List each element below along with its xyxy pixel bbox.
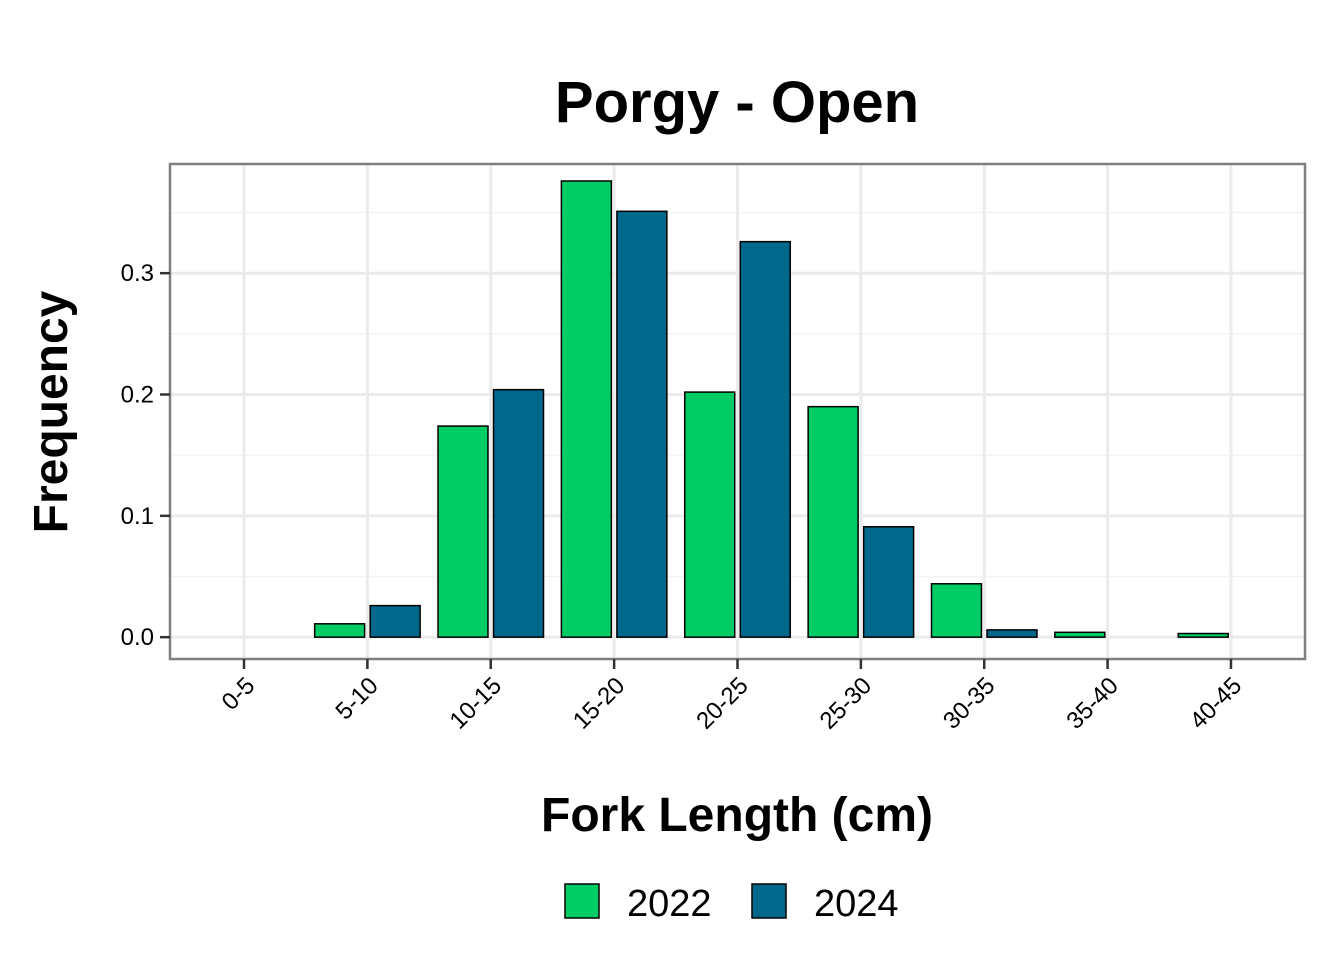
y-tick-label: 0.0 [121, 624, 154, 651]
bar-2022-35-40 [1054, 631, 1106, 638]
x-tick-label: 15-20 [568, 672, 631, 735]
bar-2024-5-10 [369, 604, 421, 638]
bar-2022-25-30 [807, 405, 859, 638]
x-tick-label: 20-25 [691, 672, 754, 735]
x-tick-label: 25-30 [815, 672, 878, 735]
x-tick-label: 30-35 [938, 672, 1001, 735]
bar-2022-10-15 [437, 425, 489, 638]
x-tick-label: 5-10 [331, 672, 384, 725]
bar-2022-30-35 [930, 583, 983, 638]
legend-key-2024 [751, 883, 787, 919]
y-tick-label: 0.2 [121, 382, 154, 409]
bar-2024-10-15 [492, 388, 545, 638]
x-tick-label: 40-45 [1185, 672, 1248, 735]
legend-label-2024: 2024 [814, 883, 899, 925]
bars [313, 180, 1229, 638]
legend-key-2022 [564, 883, 600, 919]
x-tick-label: 0-5 [217, 672, 261, 716]
x-tick-label: 35-40 [1061, 672, 1124, 735]
chart-title: Porgy - Open [555, 70, 919, 135]
grid-lines [170, 164, 1305, 659]
bar-2024-20-25 [739, 240, 791, 638]
bar-2024-30-35 [986, 629, 1038, 638]
legend: 2022 2024 [564, 883, 899, 925]
bar-2022-15-20 [560, 180, 613, 638]
bar-2022-5-10 [313, 623, 366, 638]
x-axis-title: Fork Length (cm) [541, 789, 933, 842]
bar-2024-25-30 [862, 526, 915, 638]
y-tick-label: 0.1 [121, 503, 154, 530]
x-tick-label: 10-15 [445, 672, 508, 735]
legend-label-2022: 2022 [627, 883, 712, 925]
y-tick-label: 0.3 [121, 260, 154, 287]
y-axis-title: Frequency [25, 290, 78, 533]
bar-2022-40-45 [1177, 632, 1229, 638]
bar-2022-20-25 [684, 391, 736, 638]
bar-2024-15-20 [616, 210, 668, 638]
